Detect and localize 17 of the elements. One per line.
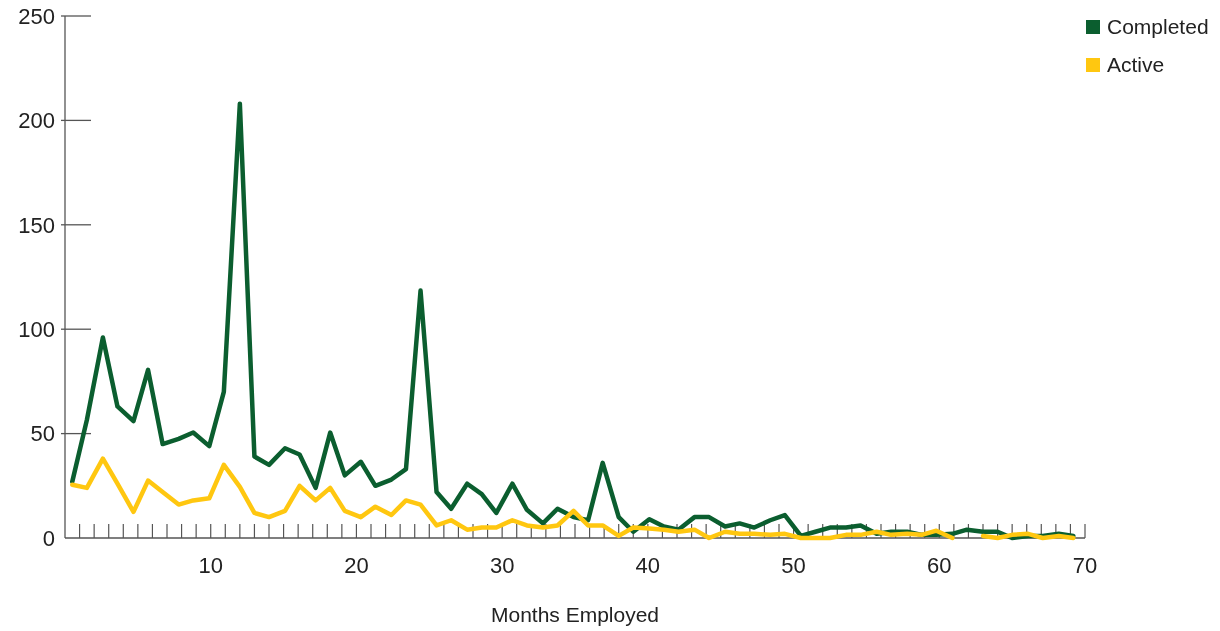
legend-label: Active [1107, 53, 1165, 77]
x-tick-label: 50 [781, 553, 806, 578]
x-tick-label: 10 [198, 553, 223, 578]
y-tick-label: 0 [42, 525, 55, 551]
legend-label: Completed [1107, 15, 1209, 39]
y-tick-label: 250 [18, 3, 55, 29]
x-tick-label: 70 [1072, 553, 1098, 578]
line-series [70, 101, 1076, 541]
y-tick-label: 150 [18, 212, 55, 238]
x-tick-label: 60 [927, 553, 952, 578]
y-tick-label: 100 [18, 316, 55, 342]
y-tick-label: 200 [18, 108, 55, 134]
y-tick-label: 50 [30, 421, 55, 447]
x-tick-label: 30 [489, 553, 515, 578]
x-tick-label: 40 [635, 553, 661, 578]
x-axis-title: Months Employed [490, 603, 660, 626]
x-tick-label: 20 [344, 553, 369, 578]
